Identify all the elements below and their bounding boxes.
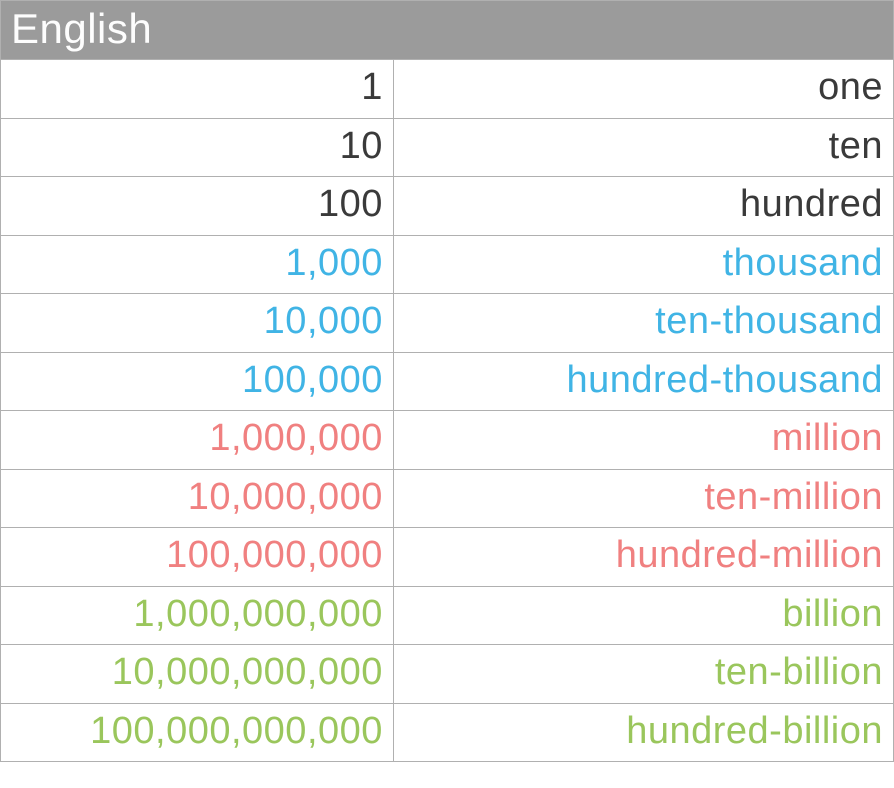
word-cell: ten-million [393, 469, 893, 528]
table: English 1 one 10 ten 100 hundred 1,000 t… [0, 0, 894, 762]
number-cell: 100,000,000 [1, 528, 394, 587]
table-row: 1 one [1, 60, 894, 119]
table-row: 1,000,000,000 billion [1, 586, 894, 645]
word-cell: one [393, 60, 893, 119]
table-header: English [1, 1, 894, 60]
number-cell: 10,000,000 [1, 469, 394, 528]
word-cell: hundred-thousand [393, 352, 893, 411]
table-row: 100,000 hundred-thousand [1, 352, 894, 411]
number-cell: 100,000,000,000 [1, 703, 394, 762]
word-cell: ten [393, 118, 893, 177]
word-cell: billion [393, 586, 893, 645]
table-row: 10,000,000,000 ten-billion [1, 645, 894, 704]
number-cell: 100,000 [1, 352, 394, 411]
word-cell: hundred-billion [393, 703, 893, 762]
table-row: 100,000,000,000 hundred-billion [1, 703, 894, 762]
number-cell: 1,000,000,000 [1, 586, 394, 645]
number-cell: 100 [1, 177, 394, 236]
table-header-row: English [1, 1, 894, 60]
number-cell: 1 [1, 60, 394, 119]
number-cell: 10,000,000,000 [1, 645, 394, 704]
word-cell: hundred [393, 177, 893, 236]
table-row: 100,000,000 hundred-million [1, 528, 894, 587]
number-cell: 10,000 [1, 294, 394, 353]
word-cell: million [393, 411, 893, 470]
word-cell: thousand [393, 235, 893, 294]
word-cell: ten-billion [393, 645, 893, 704]
number-names-table: English 1 one 10 ten 100 hundred 1,000 t… [0, 0, 894, 762]
table-row: 10,000 ten-thousand [1, 294, 894, 353]
table-row: 1,000,000 million [1, 411, 894, 470]
word-cell: hundred-million [393, 528, 893, 587]
table-row: 1,000 thousand [1, 235, 894, 294]
number-cell: 10 [1, 118, 394, 177]
number-cell: 1,000,000 [1, 411, 394, 470]
word-cell: ten-thousand [393, 294, 893, 353]
table-row: 10 ten [1, 118, 894, 177]
table-row: 100 hundred [1, 177, 894, 236]
table-row: 10,000,000 ten-million [1, 469, 894, 528]
number-cell: 1,000 [1, 235, 394, 294]
